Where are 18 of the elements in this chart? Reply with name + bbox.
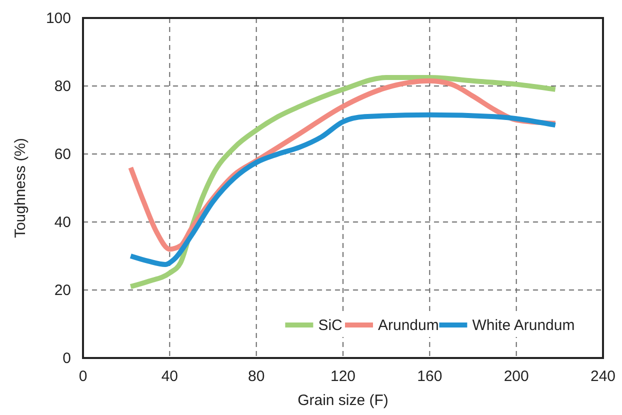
legend-label: Arundum (378, 317, 439, 334)
y-tick-label: 0 (62, 350, 71, 367)
y-tick-label: 40 (54, 214, 71, 231)
x-tick-label: 40 (161, 368, 178, 385)
x-tick-label: 0 (78, 368, 88, 385)
x-tick-label: 240 (590, 368, 616, 385)
x-tick-label: 120 (330, 368, 356, 385)
y-axis-title: Toughness (%) (12, 138, 29, 238)
x-tick-label: 200 (504, 368, 529, 385)
y-tick-label: 80 (54, 78, 71, 95)
x-axis-title: Grain size (F) (298, 392, 388, 409)
y-tick-label: 100 (46, 10, 71, 27)
x-tick-label: 80 (248, 368, 265, 385)
legend-label: SiC (318, 317, 343, 334)
y-tick-label: 20 (54, 282, 71, 299)
y-tick-label: 60 (54, 146, 71, 163)
legend-label: White Arundum (472, 317, 575, 334)
x-tick-label: 160 (417, 368, 442, 385)
